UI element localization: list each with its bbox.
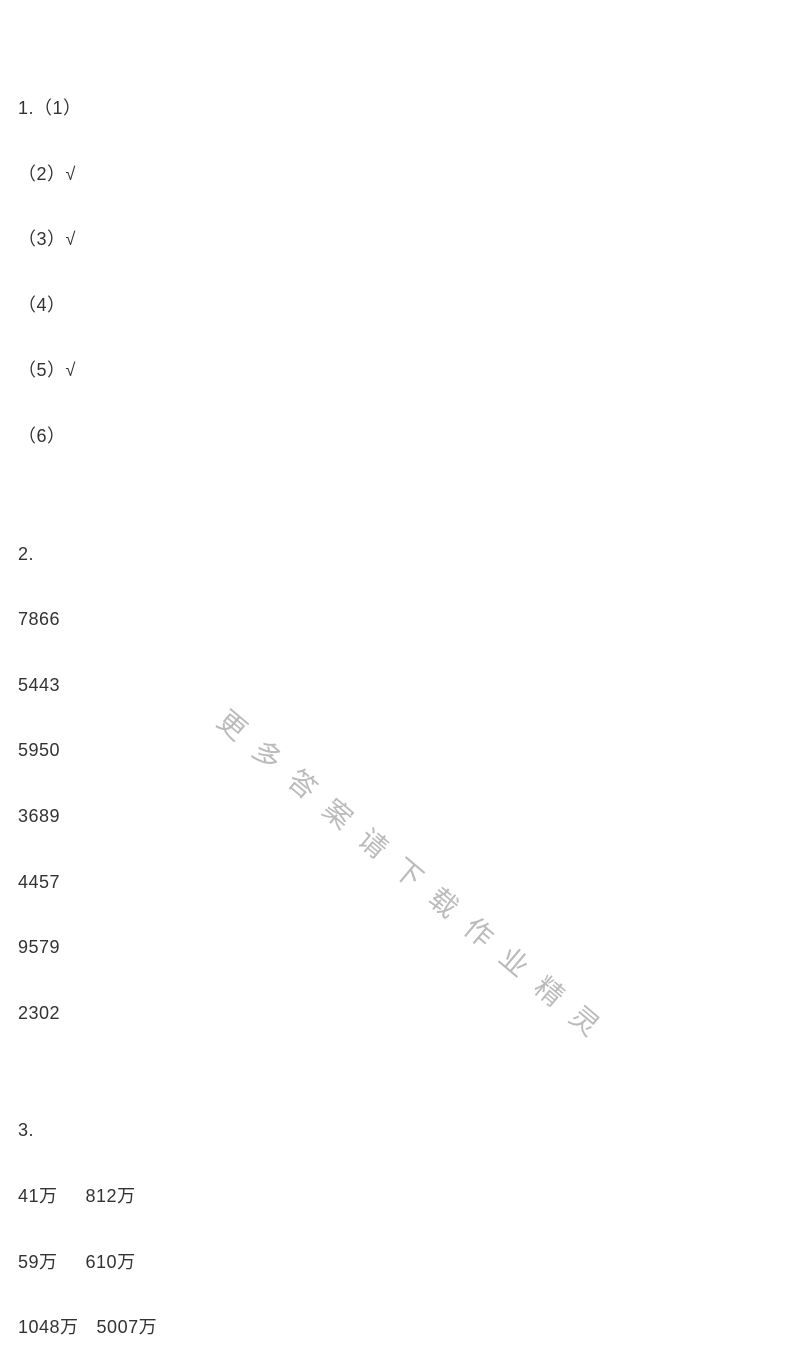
section2-value: 5443 <box>18 675 800 697</box>
section2-value: 7866 <box>18 609 800 631</box>
section1-item: （5）√ <box>18 360 800 382</box>
section3-right: 812万 <box>86 1186 136 1206</box>
document-content: 1.（1） （2）√ （3）√ （4） （5）√ （6） 2. 7866 544… <box>0 0 800 1339</box>
section2-value: 5950 <box>18 740 800 762</box>
section3-right: 5007万 <box>97 1317 158 1337</box>
section2-heading: 2. <box>18 544 800 566</box>
section2-value: 2302 <box>18 1003 800 1025</box>
section3-row: 59万 610万 <box>18 1252 800 1274</box>
section2-value: 9579 <box>18 937 800 959</box>
section1-item: （6） <box>18 426 800 448</box>
section3-heading: 3. <box>18 1120 800 1142</box>
section3-row: 1048万 5007万 <box>18 1317 800 1339</box>
section3-left: 41万 <box>18 1186 58 1208</box>
section1-item: （3）√ <box>18 229 800 251</box>
section1-item: （2）√ <box>18 164 800 186</box>
section1-item: （4） <box>18 295 800 317</box>
section3-left: 59万 <box>18 1252 58 1274</box>
section3-left: 1048万 <box>18 1317 79 1339</box>
section1-heading: 1.（1） <box>18 98 800 120</box>
section3-right: 610万 <box>86 1252 136 1272</box>
section2-value: 4457 <box>18 872 800 894</box>
section2-value: 3689 <box>18 806 800 828</box>
section3-row: 41万 812万 <box>18 1186 800 1208</box>
